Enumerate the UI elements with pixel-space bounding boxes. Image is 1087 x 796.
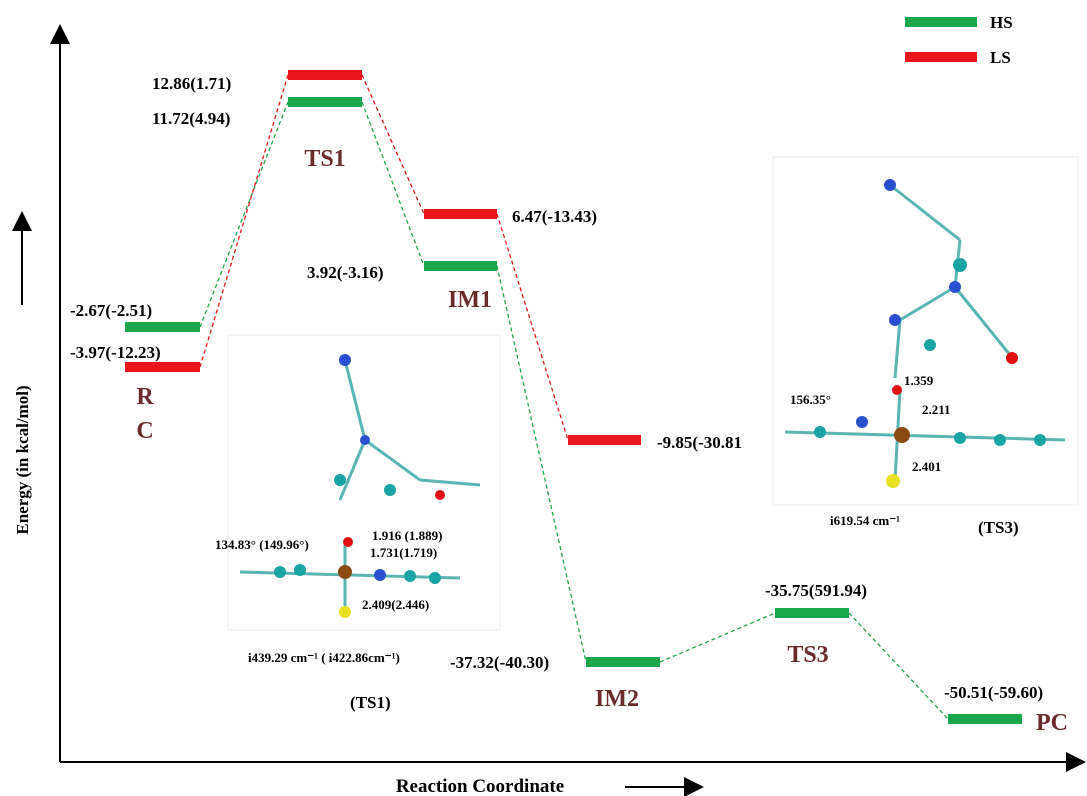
energy-label: -37.32(-40.30) bbox=[450, 653, 549, 672]
energy-label: 11.72(4.94) bbox=[152, 109, 230, 128]
bond-label: 1.731(1.719) bbox=[370, 545, 437, 560]
state-label: TS3 bbox=[787, 642, 828, 668]
energy-label: -9.85(-30.81 bbox=[657, 433, 742, 452]
angle-label: 134.83° (149.96°) bbox=[215, 537, 309, 552]
level-ls bbox=[125, 362, 200, 372]
state-label: PC bbox=[1036, 710, 1068, 736]
bond-label: 2.409(2.446) bbox=[362, 597, 429, 612]
energy-label: 3.92(-3.16) bbox=[307, 263, 383, 282]
bond-label: 2.211 bbox=[922, 402, 951, 417]
energy-label: -35.75(591.94) bbox=[765, 581, 867, 600]
state-label: R bbox=[136, 384, 154, 410]
inset-caption: (TS3) bbox=[978, 518, 1019, 537]
legend-swatch bbox=[905, 52, 977, 62]
inset-frame bbox=[773, 157, 1078, 505]
energy-label: -2.67(-2.51) bbox=[70, 301, 152, 320]
energy-diagram: Energy (in kcal/mol) Reaction Coordinate… bbox=[0, 0, 1087, 796]
state-label: IM1 bbox=[448, 287, 492, 313]
level-ls bbox=[424, 209, 497, 219]
legend-swatch bbox=[905, 17, 977, 27]
energy-label: -3.97(-12.23) bbox=[70, 343, 161, 362]
level-ls bbox=[568, 435, 641, 445]
level-hs bbox=[775, 608, 849, 618]
level-hs bbox=[586, 657, 660, 667]
level-hs bbox=[288, 97, 362, 107]
angle-label: 156.35° bbox=[790, 392, 831, 407]
inset-caption: (TS1) bbox=[350, 693, 391, 712]
energy-label: 6.47(-13.43) bbox=[512, 207, 597, 226]
state-label: TS1 bbox=[304, 146, 345, 172]
state-label: IM2 bbox=[595, 686, 639, 712]
bond-label: 2.401 bbox=[912, 459, 941, 474]
energy-label: 12.86(1.71) bbox=[152, 74, 231, 93]
state-label: C bbox=[136, 418, 153, 444]
y-axis-label: Energy (in kcal/mol) bbox=[13, 385, 32, 534]
frequency-label: i619.54 cm⁻¹ bbox=[830, 513, 900, 528]
bond-label: 1.359 bbox=[904, 373, 934, 388]
inset-ts3: 156.35° 1.359 2.211 2.401 i619.54 cm⁻¹ (… bbox=[773, 157, 1078, 537]
x-axis-label: Reaction Coordinate bbox=[396, 776, 564, 796]
level-ls bbox=[288, 70, 362, 80]
level-hs bbox=[125, 322, 200, 332]
legend-label: LS bbox=[990, 48, 1011, 67]
frequency-label: i439.29 cm⁻¹ ( i422.86cm⁻¹) bbox=[248, 650, 400, 665]
level-hs bbox=[424, 261, 497, 271]
bond-label: 1.916 (1.889) bbox=[372, 528, 442, 543]
legend-label: HS bbox=[990, 13, 1013, 32]
level-hs bbox=[948, 714, 1022, 724]
energy-label: -50.51(-59.60) bbox=[944, 683, 1043, 702]
